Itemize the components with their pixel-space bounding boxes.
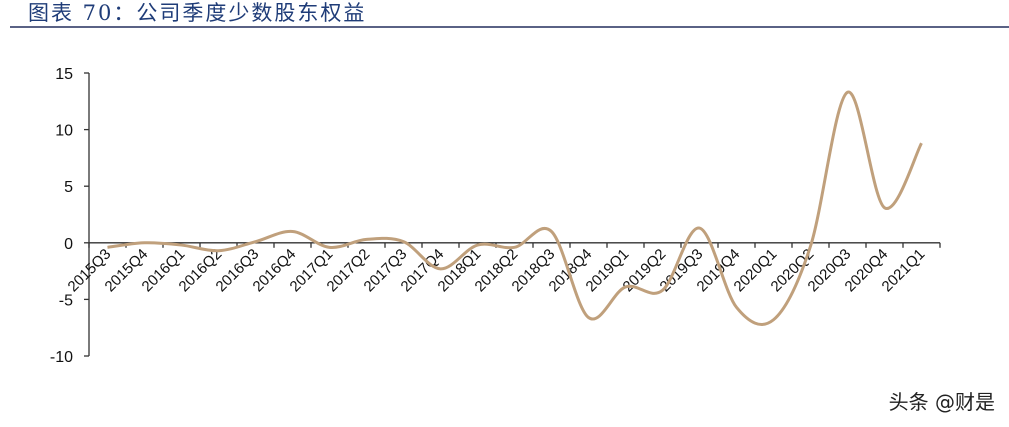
y-tick-label: 15 (55, 66, 73, 83)
y-tick-label: 5 (64, 179, 73, 196)
series-line (107, 90, 923, 326)
figure-title: 图表 70：公司季度少数股东权益 (28, 1, 367, 25)
y-tick-label: -5 (59, 292, 73, 309)
y-tick-label: 0 (64, 236, 73, 253)
y-tick-label: -10 (50, 349, 73, 366)
y-tick-label: 10 (55, 123, 73, 140)
watermark: 头条 @财是 (888, 390, 995, 414)
title-underline (10, 26, 1009, 28)
